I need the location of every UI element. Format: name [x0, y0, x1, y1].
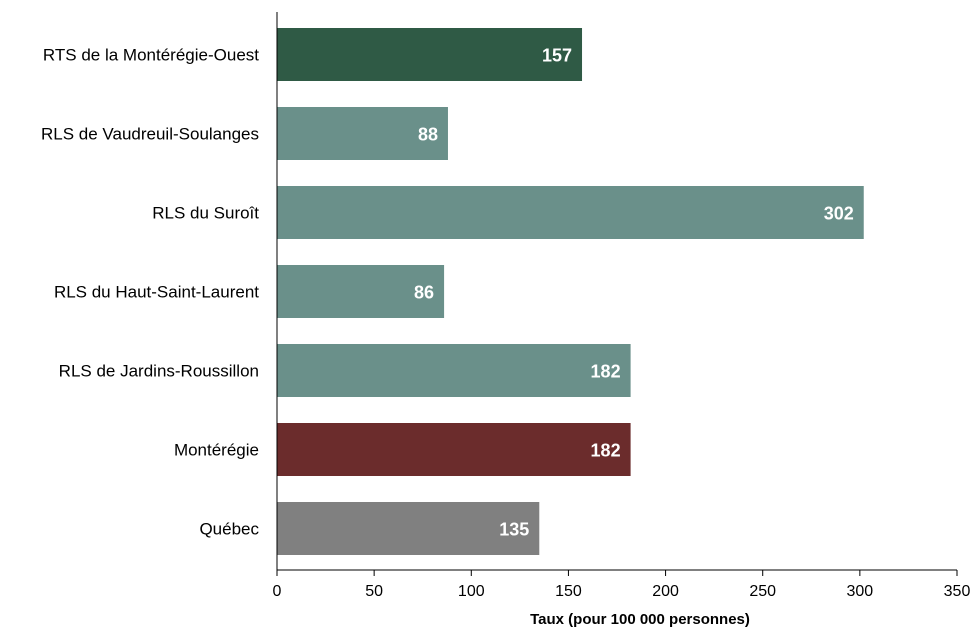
x-tick-label: 50 — [365, 583, 383, 600]
x-tick-label: 300 — [847, 583, 874, 600]
data-label: 157 — [542, 46, 572, 66]
bar — [277, 423, 631, 476]
bar — [277, 502, 540, 555]
category-label: RLS de Jardins-Roussillon — [59, 362, 259, 381]
x-tick-label: 150 — [555, 583, 582, 600]
x-axis-title: Taux (pour 100 000 personnes) — [530, 611, 750, 628]
category-label: RLS du Suroît — [152, 204, 259, 223]
x-tick-label: 350 — [944, 583, 971, 600]
bar — [277, 28, 583, 81]
category-labels: RTS de la Montérégie-Ouest RLS de Vaudreu… — [41, 46, 259, 539]
data-label: 86 — [414, 283, 434, 303]
data-label: 88 — [418, 125, 438, 145]
category-label: RLS du Haut-Saint-Laurent — [54, 283, 259, 302]
x-tick-label: 100 — [458, 583, 485, 600]
category-label: Montérégie — [174, 441, 259, 460]
bar — [277, 344, 631, 397]
category-label: RTS de la Montérégie-Ouest — [43, 46, 259, 65]
bar — [277, 107, 448, 160]
x-tick-label: 250 — [749, 583, 776, 600]
data-label: 182 — [591, 362, 621, 382]
data-label: 302 — [824, 204, 854, 224]
bar — [277, 186, 864, 239]
x-tick-label: 0 — [273, 583, 282, 600]
category-label: RLS de Vaudreuil-Soulanges — [41, 125, 259, 144]
value-labels: 157 88 302 86 182 182 135 — [414, 46, 854, 540]
bar — [277, 265, 445, 318]
x-tick-label: 200 — [652, 583, 679, 600]
data-label: 135 — [499, 520, 529, 540]
x-axis-ticks: 0 50 100 150 200 250 300 350 — [273, 570, 971, 600]
data-label: 182 — [591, 441, 621, 461]
bars — [277, 28, 864, 555]
category-label: Québec — [199, 520, 259, 539]
